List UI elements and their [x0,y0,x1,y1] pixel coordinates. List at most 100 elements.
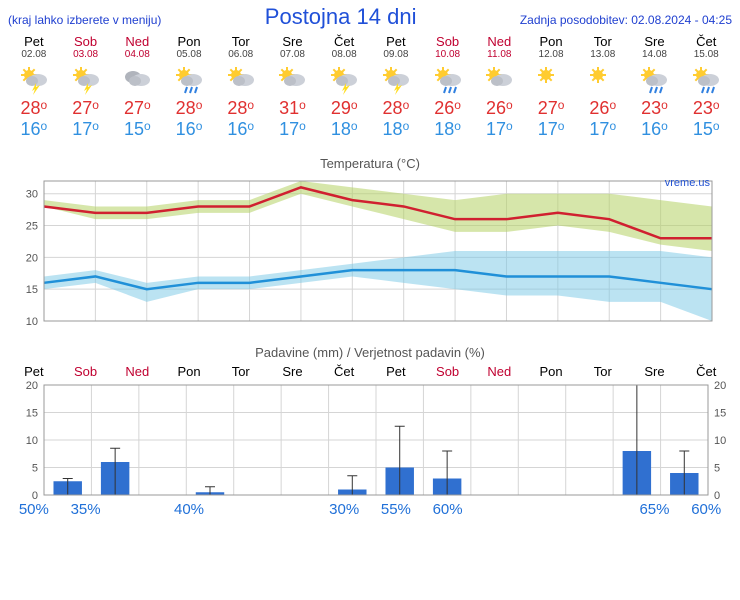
day-header: Pon05.08 [163,34,215,60]
day-header: Sob03.08 [60,34,112,60]
precip-prob [111,501,163,518]
precip-prob-row: 50%35%40%30%55%60%65%60% [8,501,732,518]
svg-text:5: 5 [714,463,720,475]
low-temp: 15o [111,119,163,140]
precip-prob: 35% [60,501,112,518]
precip-prob: 60% [680,501,732,518]
rain-icon [680,62,732,96]
precip-prob: 65% [629,501,681,518]
temp-chart-title: Temperatura (°C) [8,156,732,171]
page-title: Postojna 14 dni [265,4,417,30]
high-temp: 27o [525,98,577,119]
svg-text:20: 20 [26,381,38,392]
precip-prob [525,501,577,518]
low-temp: 16o [629,119,681,140]
precip-day: Pet [370,364,422,379]
svg-text:30: 30 [26,189,38,201]
day-header: Ned04.08 [111,34,163,60]
precip-prob [473,501,525,518]
precip-day: Pon [525,364,577,379]
day-header: Sob10.08 [422,34,474,60]
low-temp: 17o [473,119,525,140]
high-temp: 23o [680,98,732,119]
tstorm-icon [318,62,370,96]
svg-text:10: 10 [714,435,726,447]
low-temp: 17o [60,119,112,140]
low-temp: 17o [267,119,319,140]
precip-day: Sre [629,364,681,379]
precip-day: Čet [680,364,732,379]
high-temp: 28o [370,98,422,119]
low-temp: 16o [215,119,267,140]
day-header: Sre14.08 [629,34,681,60]
precip-prob: 60% [422,501,474,518]
partly-icon [267,62,319,96]
sunny-icon [577,62,629,96]
precip-prob: 40% [163,501,215,518]
high-temps-row: 28o27o27o28o28o31o29o28o26o26o27o26o23o2… [8,98,732,119]
day-header: Pet02.08 [8,34,60,60]
svg-text:25: 25 [26,221,38,233]
day-headers: Pet02.08Sob03.08Ned04.08Pon05.08Tor06.08… [8,34,732,60]
precip-chart: 0055101015152020 [8,381,732,501]
precip-prob: 30% [318,501,370,518]
rain-icon [629,62,681,96]
high-temp: 31o [267,98,319,119]
precip-day: Ned [111,364,163,379]
high-temp: 23o [629,98,681,119]
high-temp: 29o [318,98,370,119]
svg-text:10: 10 [26,435,38,447]
low-temp: 18o [318,119,370,140]
partly-icon [215,62,267,96]
svg-text:15: 15 [26,284,38,296]
sunny-icon [525,62,577,96]
day-header: Tor06.08 [215,34,267,60]
low-temp: 15o [680,119,732,140]
low-temp: 16o [163,119,215,140]
precip-day: Sre [267,364,319,379]
precip-prob [577,501,629,518]
svg-text:0: 0 [714,490,720,501]
cloudy-icon [111,62,163,96]
svg-text:5: 5 [32,463,38,475]
menu-note: (kraj lahko izberete v meniju) [8,13,161,27]
tstorm-icon [370,62,422,96]
high-temp: 26o [577,98,629,119]
precip-day: Tor [577,364,629,379]
svg-text:10: 10 [26,316,38,328]
precip-day-headers: PetSobNedPonTorSreČetPetSobNedPonTorSreČ… [8,364,732,379]
precip-day: Ned [473,364,525,379]
high-temp: 26o [473,98,525,119]
precip-chart-title: Padavine (mm) / Verjetnost padavin (%) [8,345,732,360]
svg-text:15: 15 [26,408,38,420]
precip-day: Pet [8,364,60,379]
low-temp: 18o [422,119,474,140]
chart-attrib: vreme.us [665,177,710,189]
high-temp: 27o [60,98,112,119]
low-temp: 18o [370,119,422,140]
precip-prob [267,501,319,518]
day-header: Čet15.08 [680,34,732,60]
day-header: Pon12.08 [525,34,577,60]
precip-prob [215,501,267,518]
low-temp: 16o [8,119,60,140]
high-temp: 28o [163,98,215,119]
precip-day: Pon [163,364,215,379]
low-temp: 17o [577,119,629,140]
svg-text:20: 20 [26,252,38,264]
day-header: Pet09.08 [370,34,422,60]
day-header: Čet08.08 [318,34,370,60]
tstorm-icon [8,62,60,96]
precip-day: Tor [215,364,267,379]
temp-chart: 10 15 20 25 30 vreme.us [8,175,732,335]
low-temp: 17o [525,119,577,140]
svg-text:15: 15 [714,408,726,420]
high-temp: 26o [422,98,474,119]
rain-icon [422,62,474,96]
svg-text:0: 0 [32,490,38,501]
day-header: Sre07.08 [267,34,319,60]
precip-prob: 55% [370,501,422,518]
precip-day: Sob [422,364,474,379]
day-header: Tor13.08 [577,34,629,60]
high-temp: 28o [215,98,267,119]
